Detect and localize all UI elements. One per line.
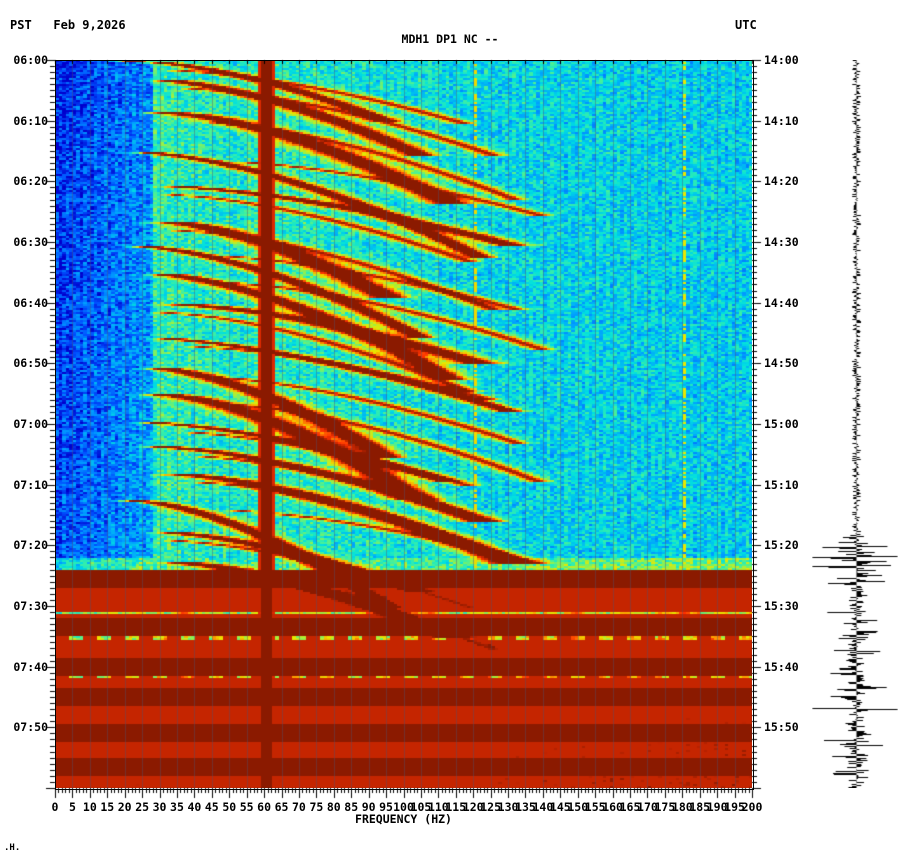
time-tick-right-10: 15:40 <box>764 659 799 674</box>
freq-tick-0: 0 <box>51 800 59 814</box>
time-tick-left-7: 07:10 <box>13 477 48 492</box>
time-tick-left-2: 06:20 <box>13 174 48 189</box>
time-tick-left-11: 07:50 <box>13 720 48 735</box>
spectrogram-plot-area[interactable] <box>55 60 754 790</box>
seismogram-trace-panel[interactable] <box>812 60 898 788</box>
freq-tick-190: 190 <box>706 800 728 814</box>
time-tick-left-9: 07:30 <box>13 599 48 613</box>
spectrogram-heatmap[interactable] <box>55 60 752 788</box>
freq-tick-140: 140 <box>532 800 554 814</box>
freq-tick-55: 55 <box>239 800 254 814</box>
freq-tick-145: 145 <box>549 800 571 814</box>
time-tick-right-3: 14:30 <box>764 235 799 249</box>
time-tick-left-1: 06:10 <box>13 113 48 128</box>
freq-tick-185: 185 <box>689 800 711 814</box>
freq-tick-50: 50 <box>222 800 237 814</box>
corner-artifact-mark: .H. <box>4 843 21 853</box>
time-tick-left-8: 07:20 <box>13 538 48 553</box>
freq-tick-125: 125 <box>480 800 502 814</box>
time-tick-left-6: 07:00 <box>13 417 48 431</box>
freq-tick-130: 130 <box>497 800 519 814</box>
time-tick-right-6: 15:00 <box>764 417 799 431</box>
freq-tick-45: 45 <box>204 800 219 814</box>
header-timezone-label: PST <box>10 18 32 32</box>
time-tick-right-11: 15:50 <box>764 720 799 735</box>
time-tick-left-0: 06:00 <box>13 53 48 67</box>
freq-tick-85: 85 <box>344 800 359 814</box>
time-tick-left-10: 07:40 <box>13 659 48 674</box>
freq-tick-195: 195 <box>724 800 745 814</box>
header-right-timezone-label: UTC <box>735 18 757 32</box>
time-tick-right-8: 15:20 <box>764 538 799 553</box>
time-tick-right-1: 14:10 <box>764 113 799 128</box>
header-left-timezone-date: PST Feb 9,2026 <box>10 18 126 32</box>
seismogram-trace[interactable] <box>812 60 898 788</box>
freq-tick-5: 5 <box>68 800 76 814</box>
freq-tick-65: 65 <box>274 800 289 814</box>
station-code-line: MDH1 DP1 NC -- <box>401 32 499 46</box>
freq-tick-180: 180 <box>671 800 693 814</box>
freq-tick-155: 155 <box>584 800 606 814</box>
freq-tick-15: 15 <box>100 800 115 814</box>
freq-tick-90: 90 <box>361 800 376 814</box>
freq-tick-100: 100 <box>393 800 414 814</box>
freq-tick-75: 75 <box>309 800 324 814</box>
freq-tick-80: 80 <box>326 800 341 814</box>
freq-tick-40: 40 <box>187 800 202 814</box>
freq-tick-25: 25 <box>135 800 150 814</box>
freq-tick-30: 30 <box>152 800 167 814</box>
time-tick-right-7: 15:10 <box>764 477 799 492</box>
time-tick-left-5: 06:50 <box>13 356 48 371</box>
freq-tick-35: 35 <box>170 800 184 814</box>
time-tick-right-5: 14:50 <box>764 356 799 371</box>
header-date: Feb 9,2026 <box>53 18 126 32</box>
freq-tick-170: 170 <box>637 800 658 814</box>
freq-tick-70: 70 <box>292 800 306 814</box>
freq-tick-105: 105 <box>410 800 432 814</box>
freq-tick-20: 20 <box>117 800 132 814</box>
time-tick-right-0: 14:00 <box>764 53 799 67</box>
freq-tick-135: 135 <box>515 800 536 814</box>
frequency-axis-title: FREQUENCY (HZ) <box>355 812 452 826</box>
freq-tick-160: 160 <box>602 800 623 814</box>
freq-tick-175: 175 <box>654 800 676 814</box>
time-tick-right-4: 14:40 <box>764 295 799 310</box>
freq-tick-95: 95 <box>379 800 393 814</box>
freq-tick-60: 60 <box>257 800 272 814</box>
freq-tick-200: 200 <box>741 800 763 814</box>
freq-tick-165: 165 <box>619 800 641 814</box>
time-tick-left-3: 06:30 <box>13 235 48 249</box>
time-tick-right-9: 15:30 <box>764 599 799 613</box>
freq-tick-110: 110 <box>427 800 449 814</box>
freq-tick-120: 120 <box>462 800 484 814</box>
freq-tick-10: 10 <box>82 800 97 814</box>
freq-tick-115: 115 <box>445 800 467 814</box>
time-tick-right-2: 14:20 <box>764 174 799 189</box>
time-tick-left-4: 06:40 <box>13 295 48 310</box>
freq-tick-150: 150 <box>567 800 589 814</box>
